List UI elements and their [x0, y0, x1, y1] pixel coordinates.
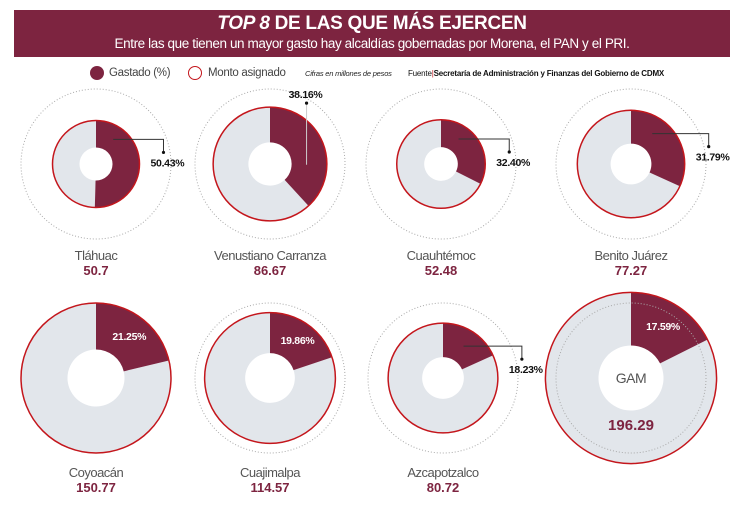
remaining-slice	[52, 120, 96, 208]
spent-slice	[96, 303, 169, 372]
assigned-amount-label: 77.27	[615, 263, 648, 278]
callout-dot	[304, 101, 309, 105]
assigned-amount-label: 80.72	[427, 480, 460, 495]
spent-slice	[270, 107, 327, 206]
chart-title: TOP 8 DE LAS QUE MÁS EJERCEN	[14, 13, 730, 35]
chart-subtitle: Entre las que tienen un mayor gasto hay …	[114, 36, 630, 51]
assigned-ring	[544, 291, 718, 465]
remaining-slice	[545, 292, 717, 464]
alcaldia-name-label: Tláhuac	[75, 248, 119, 263]
callout-dot	[161, 150, 166, 155]
assigned-ring	[203, 311, 337, 445]
remaining-slice	[396, 119, 481, 209]
alcaldia-name-label: Cuauhtémoc	[407, 248, 477, 263]
source-note: Fuente|Secretaría de Administración y Fi…	[408, 69, 664, 78]
reference-circle	[365, 88, 517, 240]
assigned-ring	[51, 119, 141, 209]
title-emphasis: TOP 8	[217, 13, 270, 34]
assigned-ring	[212, 106, 328, 222]
alcaldia-name-label: GAM	[616, 370, 646, 386]
callout-line	[458, 138, 510, 152]
assigned-amount-label: 50.7	[83, 263, 108, 278]
callout-dot	[507, 150, 511, 154]
alcaldia-name-label: Venustiano Carranza	[214, 248, 327, 263]
remaining-slice	[577, 110, 680, 218]
alcaldia-name-label: Cuajimalpa	[240, 465, 301, 480]
spent-slice	[441, 119, 486, 184]
assigned-ring	[396, 119, 486, 209]
remaining-slice	[388, 323, 498, 433]
spent-slice	[631, 292, 708, 364]
remaining-slice	[204, 312, 336, 444]
legend: Gastado (%) Monto asignado Cifras en mil…	[0, 64, 750, 84]
callout-line	[652, 133, 710, 147]
reference-circle	[367, 302, 519, 454]
filled-circle-icon	[90, 66, 104, 80]
donut-gam: 17.59% GAM 196.29	[544, 291, 718, 465]
legend-item-spent: Gastado (%)	[90, 66, 171, 80]
spent-percent-label: 31.79%	[696, 152, 731, 164]
assigned-amount-label: 150.77	[76, 480, 116, 495]
callout-line	[113, 138, 164, 153]
assigned-amount-label: 86.67	[254, 263, 287, 278]
reference-circle	[194, 88, 346, 240]
source-text: Secretaría de Administración y Finanzas …	[433, 69, 665, 78]
reference-circle	[555, 302, 707, 454]
spent-percent-label: 32.40%	[496, 157, 531, 169]
source-separator: |	[431, 69, 434, 78]
alcaldia-name-label: Azcapotzalco	[407, 465, 479, 480]
assigned-amount-label: 196.29	[608, 417, 654, 434]
spent-slice	[270, 312, 332, 371]
reference-circle	[20, 88, 172, 240]
legend-item-assigned: Monto asignado	[188, 66, 286, 80]
header-banner: TOP 8 DE LAS QUE MÁS EJERCEN Entre las q…	[14, 10, 730, 57]
callout-dot	[520, 357, 524, 361]
callout-dot	[707, 145, 711, 149]
title-rest: DE LAS QUE MÁS EJERCEN	[269, 13, 527, 34]
spent-percent-label: 18.23%	[509, 364, 544, 376]
assigned-amount-label: 114.57	[250, 480, 289, 495]
ring-circle-icon	[188, 66, 202, 80]
alcaldia-name-label: Coyoacán	[69, 465, 124, 480]
spent-percent-label: 38.16%	[289, 89, 324, 101]
spent-percent-label: 17.59%	[646, 321, 681, 333]
alcaldia-name-label: Benito Juárez	[595, 248, 668, 263]
assigned-ring	[20, 302, 172, 454]
remaining-slice	[213, 107, 309, 221]
reference-circle	[555, 88, 707, 240]
assigned-amount-label: 52.48	[425, 263, 458, 278]
source-prefix: Fuente	[408, 69, 432, 78]
spent-percent-label: 50.43%	[150, 157, 185, 169]
legend-spent-label: Gastado (%)	[109, 67, 171, 79]
assigned-ring	[387, 322, 499, 434]
spent-slice	[631, 110, 685, 187]
spent-percent-label: 19.86%	[281, 335, 316, 347]
legend-assigned-label: Monto asignado	[208, 67, 286, 79]
assigned-ring	[576, 109, 686, 219]
spent-slice	[94, 120, 140, 208]
remaining-slice	[21, 303, 171, 453]
units-note: Cifras en millones de pesos	[305, 69, 392, 78]
callout-line	[463, 345, 523, 360]
spent-percent-label: 21.25%	[112, 331, 147, 343]
reference-circle	[194, 302, 346, 454]
